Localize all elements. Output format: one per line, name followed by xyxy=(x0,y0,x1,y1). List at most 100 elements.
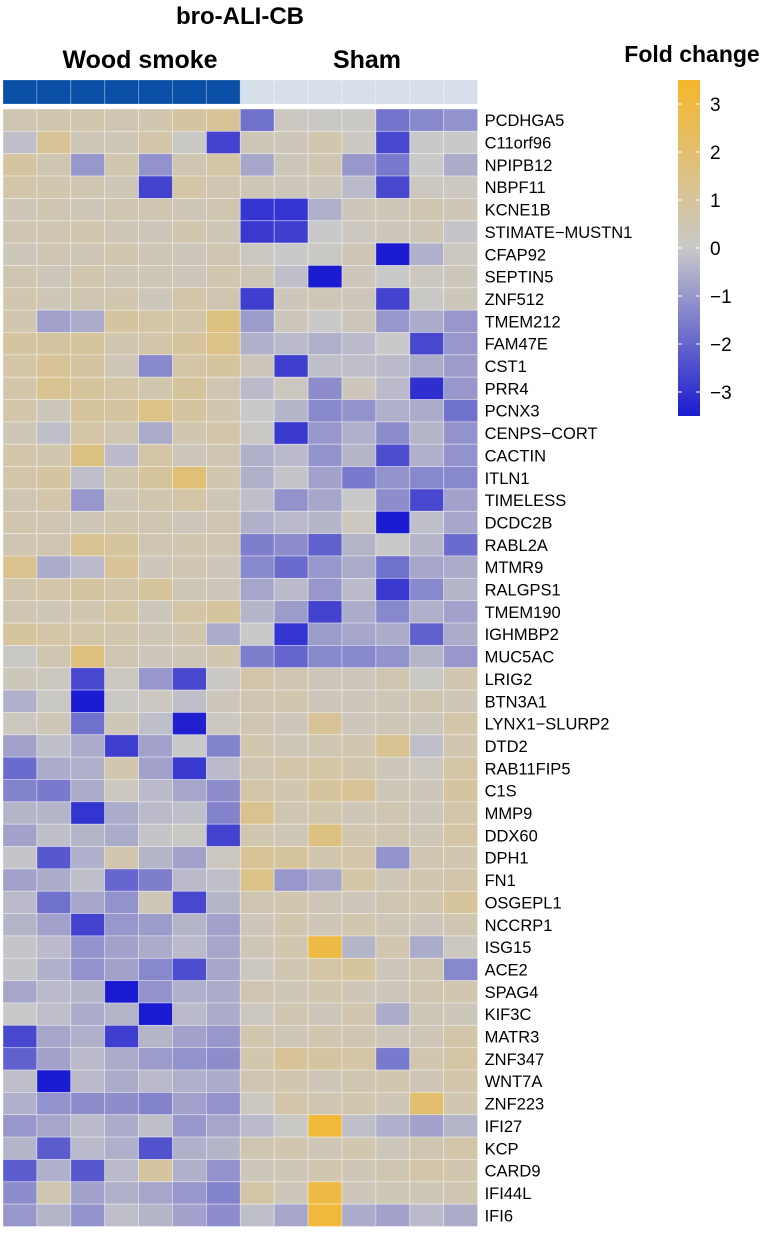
heatmap-cell xyxy=(409,756,445,780)
heatmap-cell xyxy=(443,980,479,1004)
heatmap-cell xyxy=(273,957,309,982)
heatmap-cell xyxy=(70,309,106,333)
heatmap-cell xyxy=(36,197,72,222)
heatmap-cell xyxy=(273,1002,309,1026)
heatmap-cell xyxy=(409,1092,445,1116)
heatmap-cell xyxy=(409,130,445,155)
heatmap-cell xyxy=(239,622,275,646)
heatmap-cell xyxy=(341,756,377,780)
heatmap-cell xyxy=(341,1092,377,1116)
heatmap-cell xyxy=(375,801,411,825)
row-labels: PCDHGA5 C11orf96 NPIPB12 NBPF11 KCNE1B STIMAT… xyxy=(485,112,633,1225)
heatmap-cell xyxy=(172,734,207,758)
heatmap-cell xyxy=(104,890,139,915)
heatmap-cell xyxy=(409,399,445,423)
heatmap-cell xyxy=(36,153,72,177)
heatmap-cell xyxy=(2,533,38,557)
heatmap-cell xyxy=(104,1069,139,1093)
heatmap-cell xyxy=(70,332,106,356)
heatmap-cell xyxy=(443,488,479,512)
heatmap-cell xyxy=(172,510,207,535)
row-label: TMEM190 xyxy=(485,604,561,622)
group-annotation-cell xyxy=(273,79,309,105)
heatmap-cell xyxy=(375,823,411,847)
heatmap-cell xyxy=(273,734,309,758)
group-label-wood-smoke: Wood smoke xyxy=(62,46,217,74)
heatmap-cell xyxy=(443,1203,479,1227)
row-label: SPAG4 xyxy=(485,984,539,1002)
heatmap-cell xyxy=(409,667,445,691)
heatmap-cell xyxy=(443,756,479,780)
heatmap-cell xyxy=(104,175,139,199)
heatmap-cell xyxy=(2,801,38,825)
heatmap-cell xyxy=(273,466,309,490)
heatmap-cell xyxy=(36,913,72,937)
heatmap-cell xyxy=(443,1047,479,1071)
heatmap-cell xyxy=(239,287,275,311)
heatmap-cell xyxy=(36,622,72,646)
heatmap-cell xyxy=(273,913,309,937)
heatmap-cell xyxy=(70,890,106,915)
heatmap-cell xyxy=(205,645,241,669)
heatmap-cell xyxy=(443,108,479,132)
heatmap-cell xyxy=(307,533,343,557)
heatmap-cell xyxy=(36,466,72,490)
row-label: MTMR9 xyxy=(485,559,544,577)
heatmap-cell xyxy=(409,779,445,803)
heatmap-cell xyxy=(172,1069,207,1093)
heatmap-cell xyxy=(172,108,207,132)
heatmap-cell xyxy=(307,555,343,579)
heatmap-cell xyxy=(138,510,173,535)
legend-tick-label: 1 xyxy=(710,191,721,212)
heatmap-cell xyxy=(2,309,38,333)
row-label: RALGPS1 xyxy=(485,582,561,600)
heatmap-cell xyxy=(409,980,445,1004)
row-label: ISG15 xyxy=(485,939,532,957)
heatmap-cell xyxy=(409,1114,445,1138)
group-annotation-cell xyxy=(341,79,377,105)
heatmap-cell xyxy=(70,1002,106,1026)
heatmap-cell xyxy=(104,1092,139,1116)
heatmap-cell xyxy=(36,332,72,356)
heatmap-cell xyxy=(104,130,139,155)
heatmap-cell xyxy=(239,555,275,579)
heatmap-cell xyxy=(2,555,38,579)
group-annotation-cell xyxy=(2,79,38,105)
heatmap-cell xyxy=(341,1024,377,1049)
heatmap-cell xyxy=(375,577,411,602)
heatmap-cell xyxy=(205,712,241,736)
heatmap-cell xyxy=(205,846,241,870)
heatmap-cell xyxy=(307,600,343,624)
heatmap-cell xyxy=(443,1136,479,1160)
heatmap-cell xyxy=(138,846,173,870)
heatmap-cell xyxy=(375,376,411,400)
heatmap-cell xyxy=(138,443,173,468)
heatmap-cell xyxy=(307,265,343,289)
heatmap-cell xyxy=(307,935,343,959)
heatmap-cell xyxy=(138,890,173,915)
heatmap-cell xyxy=(36,354,72,378)
heatmap-cell xyxy=(239,712,275,736)
heatmap-cell xyxy=(375,1203,411,1227)
row-label: OSGEPL1 xyxy=(485,894,562,912)
heatmap-cell xyxy=(409,913,445,937)
heatmap-cell xyxy=(205,108,241,132)
heatmap-cell xyxy=(307,756,343,780)
heatmap-cell xyxy=(443,332,479,356)
heatmap-cell xyxy=(409,868,445,892)
heatmap-cell xyxy=(2,957,38,982)
row-label: RABL2A xyxy=(485,537,548,555)
heatmap-cell xyxy=(273,980,309,1004)
heatmap-cell xyxy=(70,443,106,468)
heatmap-cell xyxy=(341,957,377,982)
row-label: NPIPB12 xyxy=(485,157,553,175)
row-label: ZNF347 xyxy=(485,1051,545,1069)
heatmap-cell xyxy=(443,577,479,602)
heatmap-cell xyxy=(273,1114,309,1138)
group-annotation-cell xyxy=(172,79,207,105)
heatmap-cell xyxy=(172,443,207,468)
heatmap-cell xyxy=(36,555,72,579)
heatmap-cell xyxy=(36,600,72,624)
heatmap-cell xyxy=(70,555,106,579)
heatmap-cell xyxy=(375,1024,411,1049)
